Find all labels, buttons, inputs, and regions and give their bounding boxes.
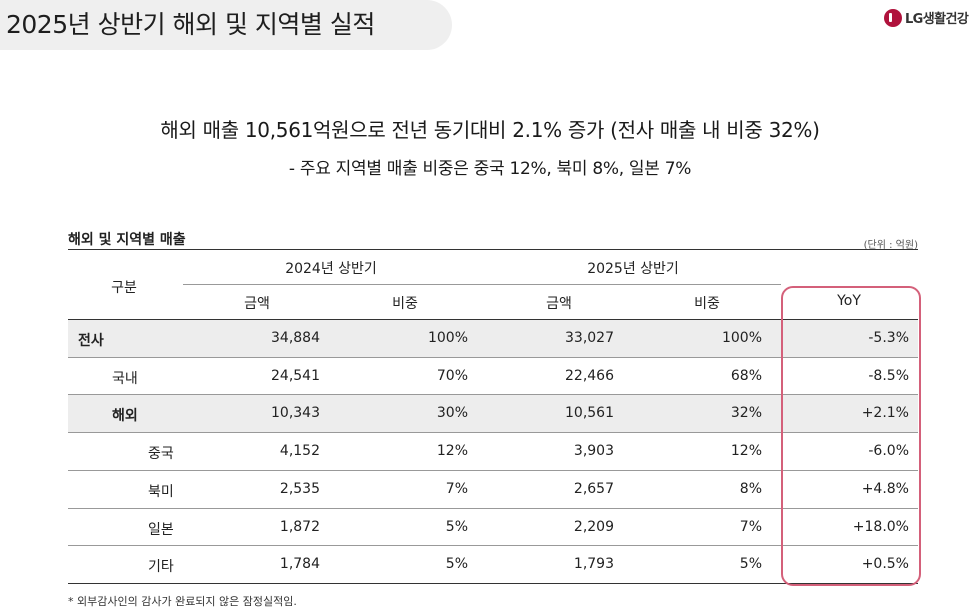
header-period-2024: 2024년 상반기	[285, 261, 377, 277]
cell-a24: 34,884	[271, 330, 320, 346]
summary-subline: - 주요 지역별 매출 비중은 중국 12%, 북미 8%, 일본 7%	[288, 159, 692, 179]
cell-s25: 5%	[739, 556, 762, 573]
cell-s24: 12%	[436, 443, 468, 460]
cell-a24: 1,872	[279, 518, 320, 535]
row-label: 중국	[148, 446, 174, 463]
header-yoy: YoY	[837, 293, 861, 309]
row-label: 기타	[148, 559, 174, 576]
cell-yoy: +0.5%	[861, 556, 909, 573]
cell-s25: 100%	[721, 330, 762, 346]
cell-a24: 10,343	[271, 405, 320, 422]
cell-a24: 4,152	[279, 443, 320, 460]
row-highlight	[68, 395, 918, 433]
cell-a24: 1,784	[279, 556, 320, 573]
cell-yoy: +2.1%	[861, 405, 909, 422]
row-divider	[68, 394, 918, 396]
header-bottom-border	[68, 319, 918, 320]
row-label: 전사	[78, 333, 104, 349]
cell-a25: 3,903	[573, 443, 614, 460]
row-divider	[68, 545, 918, 547]
row-highlight	[68, 320, 918, 357]
row-label: 해외	[112, 408, 138, 425]
summary-headline: 해외 매출 10,561억원으로 전년 동기대비 2.1% 증가 (전사 매출 …	[160, 118, 820, 142]
header-amount-2024: 금액	[244, 296, 270, 312]
header-period-2025: 2025년 상반기	[587, 261, 679, 277]
cell-s24: 7%	[445, 480, 468, 497]
cell-yoy: -8.5%	[868, 367, 909, 384]
row-divider	[68, 432, 918, 434]
cell-s25: 7%	[739, 518, 762, 535]
cell-s25: 32%	[730, 405, 762, 422]
row-label: 북미	[148, 483, 174, 500]
cell-s24: 5%	[445, 518, 468, 535]
title-bar	[0, 0, 452, 50]
cell-yoy: -6.0%	[868, 443, 909, 460]
cell-a25: 2,209	[573, 518, 614, 535]
table-top-border	[68, 249, 918, 250]
cell-a25: 33,027	[565, 330, 614, 346]
cell-s24: 30%	[436, 405, 468, 422]
footnote: * 외부감사인의 감사가 완료되지 않은 잠정실적임.	[68, 595, 297, 608]
header-category: 구분	[111, 280, 137, 296]
cell-s24: 70%	[436, 367, 468, 384]
cell-s25: 8%	[739, 480, 762, 497]
cell-yoy: +18.0%	[852, 518, 909, 535]
header-share-2025: 비중	[694, 296, 720, 312]
cell-s25: 68%	[730, 367, 762, 384]
row-divider	[68, 507, 918, 509]
cell-yoy: +4.8%	[861, 480, 909, 497]
cell-a25: 2,657	[573, 480, 614, 497]
header-divider	[183, 284, 781, 285]
lg-logo: LG생활건강	[884, 8, 969, 27]
lg-logo-icon	[884, 8, 902, 27]
row-divider	[68, 582, 918, 584]
cell-s25: 12%	[730, 443, 762, 460]
cell-a24: 24,541	[271, 367, 320, 384]
unit-note: (단위 : 억원)	[863, 240, 918, 251]
lg-logo-text: LG생활건강	[905, 12, 969, 27]
row-label: 일본	[148, 521, 174, 538]
cell-a25: 10,561	[565, 405, 614, 422]
cell-a24: 2,535	[279, 480, 320, 497]
header-share-2024: 비중	[392, 296, 418, 312]
table-caption: 해외 및 지역별 매출	[68, 232, 186, 248]
header-amount-2025: 금액	[546, 296, 572, 312]
page-title: 2025년 상반기 해외 및 지역별 실적	[6, 10, 375, 39]
cell-a25: 22,466	[565, 367, 614, 384]
yoy-highlight-box	[781, 286, 921, 586]
cell-s24: 5%	[445, 556, 468, 573]
cell-s24: 100%	[427, 330, 468, 346]
cell-yoy: -5.3%	[868, 330, 909, 346]
row-divider	[68, 356, 918, 358]
row-divider	[68, 469, 918, 471]
row-label: 국내	[112, 370, 138, 387]
cell-a25: 1,793	[573, 556, 614, 573]
